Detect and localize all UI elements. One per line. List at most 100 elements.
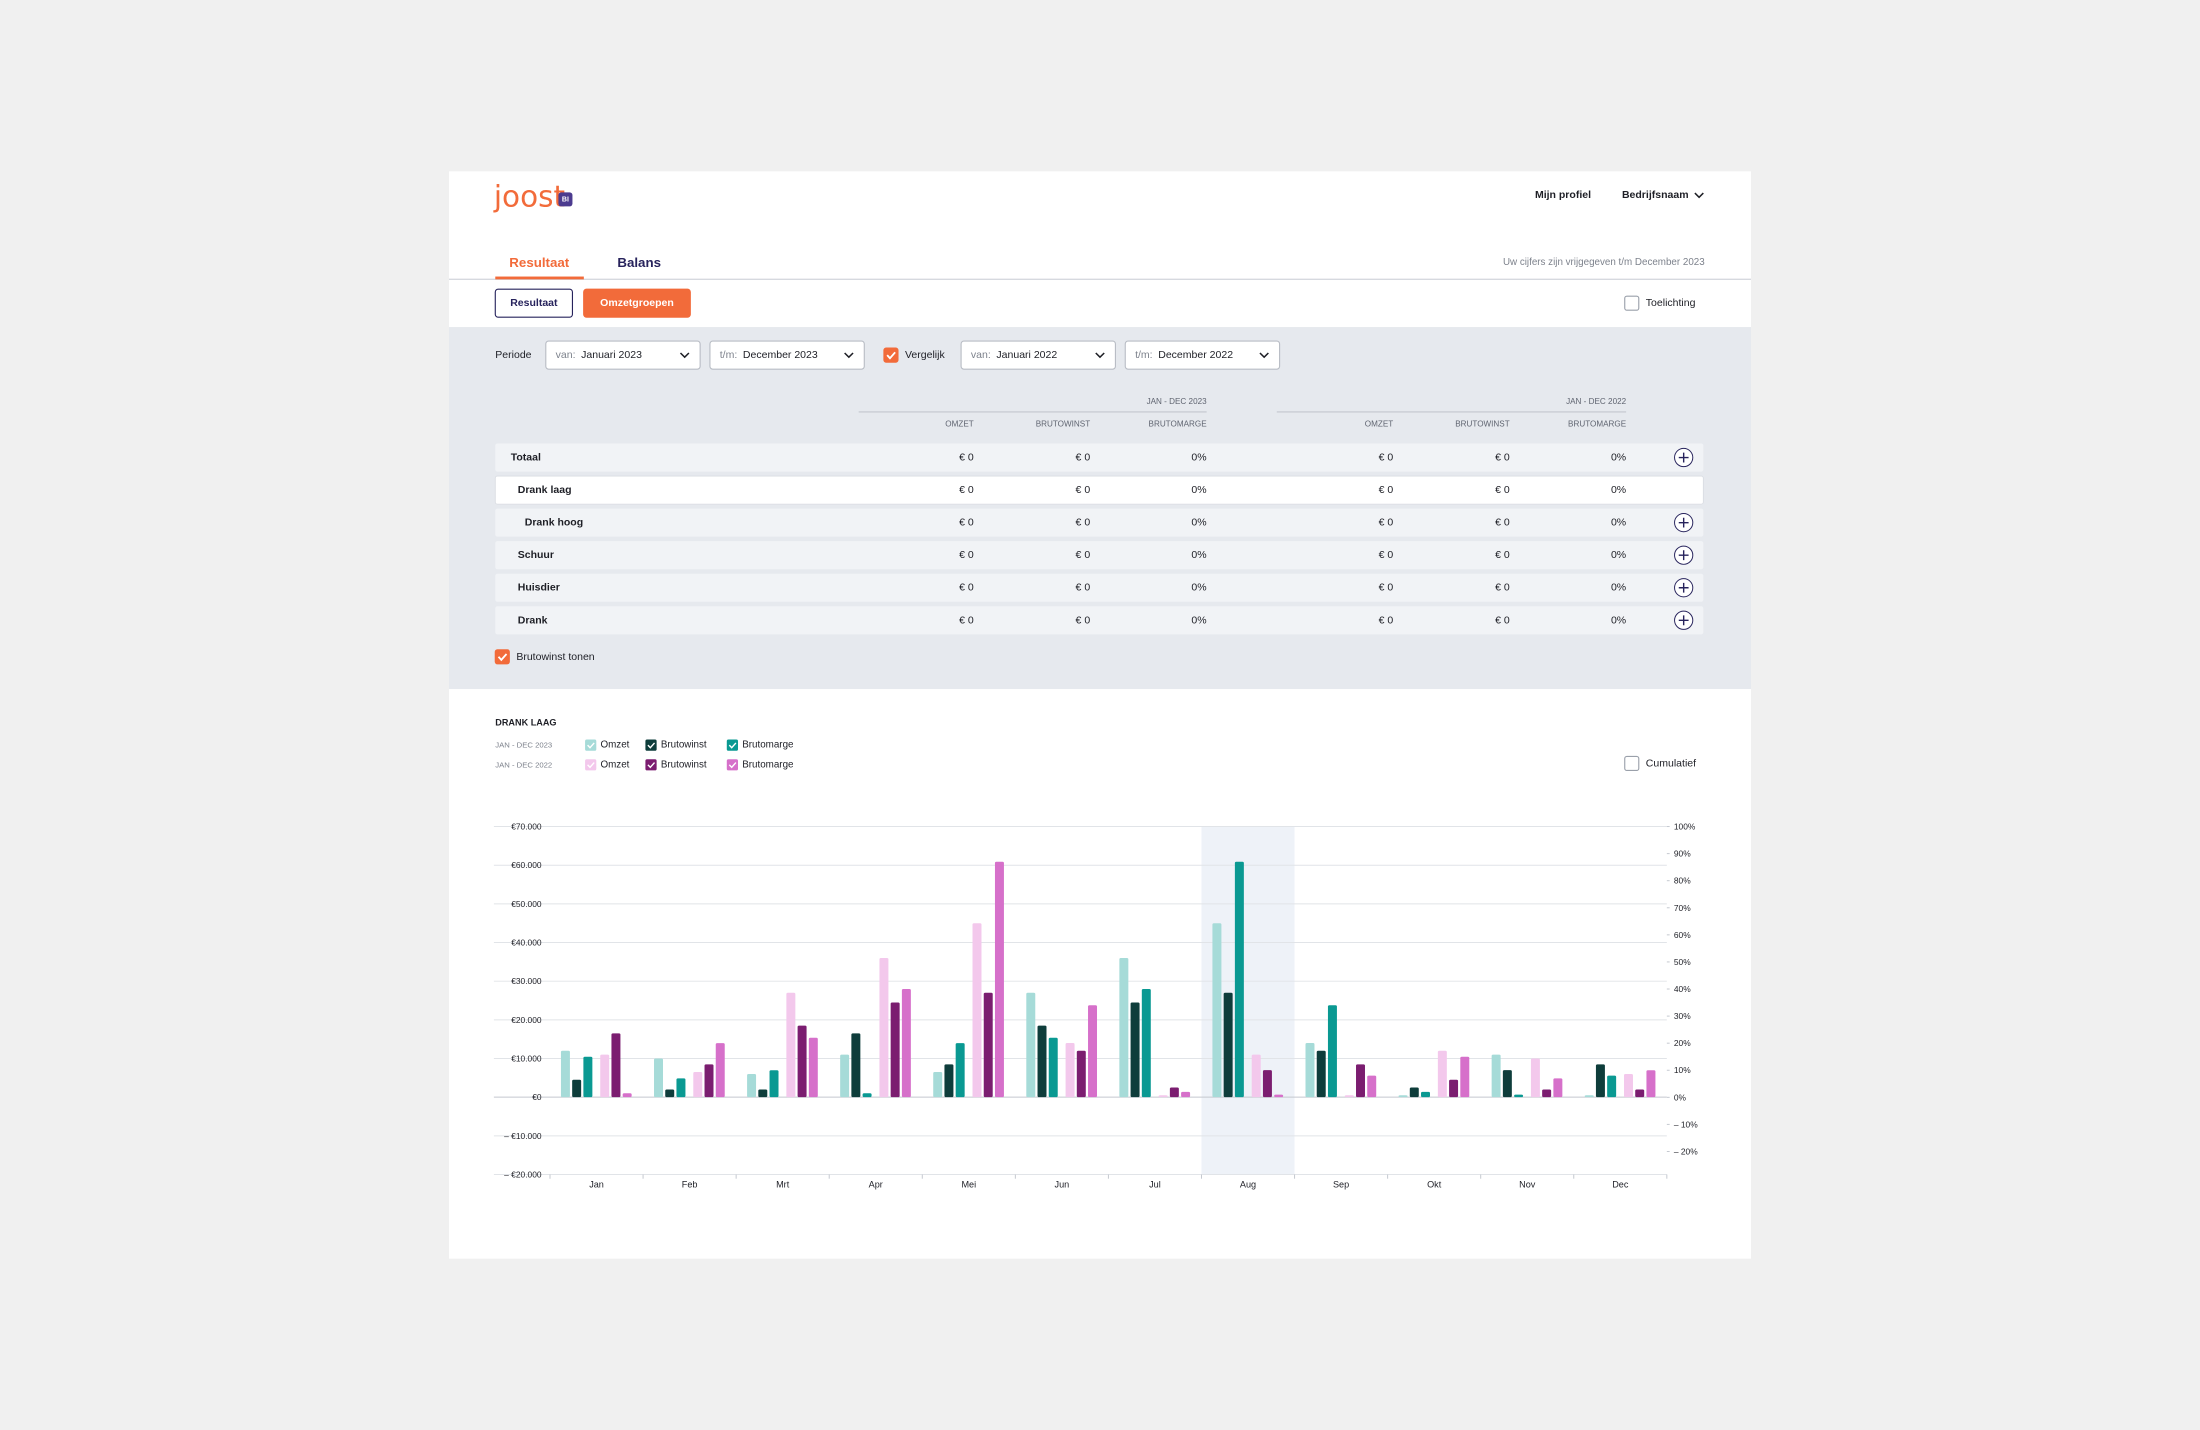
- show-gross-toggle[interactable]: [494, 649, 510, 665]
- row-cell: 0%: [1611, 614, 1626, 626]
- bar: [1026, 992, 1036, 1098]
- legend-swatch[interactable]: [645, 739, 657, 751]
- bar: [1141, 989, 1151, 1098]
- row-label: Schuur: [518, 549, 554, 561]
- bar: [676, 1078, 686, 1098]
- compare-toggle-check: [886, 351, 896, 360]
- bar: [1460, 1056, 1470, 1098]
- table-row[interactable]: [495, 443, 1704, 472]
- table-row[interactable]: [495, 508, 1704, 537]
- show-gross-toggle-label: Brutowinst tonen: [516, 651, 594, 663]
- y2-tick-label: 0%: [1674, 1092, 1687, 1102]
- bar: [1130, 1002, 1140, 1098]
- bar: [1262, 1070, 1272, 1098]
- select[interactable]: [1124, 340, 1281, 370]
- select-chevron: [1095, 352, 1105, 359]
- bar: [786, 992, 796, 1098]
- toelichting-toggle-label: Toelichting: [1646, 297, 1696, 309]
- x-tick-label: Sep: [1333, 1179, 1349, 1189]
- legend-check: [647, 742, 656, 749]
- bar: [1623, 1073, 1633, 1098]
- toolbar-button[interactable]: [583, 288, 691, 318]
- bar: [622, 1093, 632, 1098]
- legend-label: Brutowinst: [661, 759, 707, 770]
- row-label: Drank laag: [518, 484, 572, 496]
- y-tick-label: €30.000: [511, 976, 542, 986]
- y2-tick-label: 50%: [1674, 957, 1691, 967]
- cumulative-toggle-label: Cumulatief: [1646, 757, 1696, 769]
- legend-check: [728, 762, 737, 769]
- cumulative-toggle[interactable]: [1624, 755, 1640, 771]
- toolbar-button-label: Omzetgroepen: [600, 297, 674, 309]
- table-group: JAN - DEC 2023: [1147, 397, 1208, 406]
- table-row[interactable]: [495, 573, 1704, 602]
- row-cell: € 0: [1076, 452, 1091, 464]
- bar: [1437, 1050, 1447, 1098]
- bar: [797, 1025, 807, 1098]
- bar: [654, 1058, 663, 1098]
- bar: [1305, 1043, 1315, 1098]
- toelichting-toggle[interactable]: [1624, 295, 1640, 311]
- select-chevron: [1259, 352, 1269, 359]
- legend-label: Brutomarge: [742, 759, 794, 770]
- toolbar-button[interactable]: [494, 288, 574, 318]
- compare-toggle-label: Vergelijk: [905, 349, 945, 361]
- row-cell: € 0: [1379, 582, 1394, 594]
- x-tick-label: Feb: [682, 1179, 698, 1189]
- table-row[interactable]: [495, 606, 1704, 635]
- row-cell: 0%: [1611, 517, 1626, 529]
- table-row[interactable]: [495, 541, 1704, 570]
- legend-check: [587, 762, 595, 769]
- bar: [1076, 1050, 1086, 1098]
- row-cell: € 0: [1495, 484, 1510, 496]
- y2-tick-label: – 20%: [1674, 1146, 1698, 1156]
- legend-swatch[interactable]: [726, 759, 739, 771]
- legend-label: Omzet: [601, 759, 630, 770]
- row-cell: € 0: [1076, 484, 1091, 496]
- logo-badge-text: BI: [562, 196, 569, 203]
- table-column: BRUTOMARGE: [1149, 419, 1208, 428]
- row-cell: € 0: [1379, 452, 1394, 464]
- row-cell: € 0: [1379, 484, 1394, 496]
- bar: [972, 923, 982, 1098]
- y2-tick-label: 80%: [1674, 876, 1691, 886]
- bar: [1316, 1050, 1326, 1098]
- legend-swatch[interactable]: [585, 739, 597, 751]
- row-cell: € 0: [959, 517, 974, 529]
- legend-swatch[interactable]: [726, 739, 739, 751]
- company-menu[interactable]: Bedrijfsnaam: [1622, 189, 1689, 201]
- bar: [808, 1037, 818, 1098]
- select[interactable]: [960, 340, 1116, 370]
- table-column: OMZET: [1365, 419, 1393, 428]
- y-tick-label: – €20.000: [504, 1170, 542, 1180]
- bar: [851, 1033, 861, 1098]
- x-tick-label: Dec: [1612, 1179, 1629, 1189]
- legend-group: JAN - DEC 2022: [495, 760, 552, 769]
- y2-tick-label: 70%: [1674, 903, 1691, 913]
- y-tick-label: €70.000: [511, 822, 542, 832]
- toolbar-button-label: Resultaat: [510, 297, 558, 309]
- table-row[interactable]: [494, 475, 1704, 505]
- tab[interactable]: Resultaat: [509, 255, 569, 270]
- bar: [715, 1043, 725, 1098]
- tab[interactable]: Balans: [617, 255, 661, 270]
- select-prefix: van:: [971, 349, 991, 361]
- bar: [944, 1064, 954, 1098]
- chart-title: DRANK LAAG: [495, 718, 556, 728]
- bar: [600, 1054, 610, 1098]
- bar: [1088, 1005, 1098, 1098]
- profile-link[interactable]: Mijn profiel: [1535, 189, 1591, 201]
- row-cell: € 0: [1495, 452, 1510, 464]
- bar: [1065, 1043, 1075, 1098]
- legend-check: [647, 762, 656, 769]
- compare-toggle[interactable]: [883, 347, 899, 363]
- legend-swatch[interactable]: [645, 759, 657, 771]
- legend-label: Brutomarge: [742, 740, 794, 751]
- select[interactable]: [709, 340, 865, 370]
- select[interactable]: [545, 340, 701, 370]
- y2-tick-label: 30%: [1674, 1011, 1691, 1021]
- legend-swatch[interactable]: [585, 759, 597, 771]
- table-group: JAN - DEC 2022: [1566, 397, 1627, 406]
- x-tick-label: Jul: [1149, 1179, 1161, 1189]
- filter-panel: [448, 327, 1752, 690]
